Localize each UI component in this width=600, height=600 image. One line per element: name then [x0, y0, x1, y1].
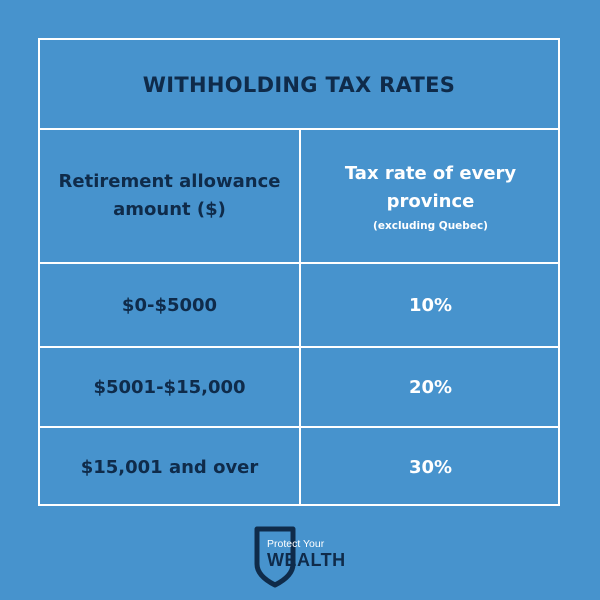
amount-cell: $0-$5000 [40, 264, 301, 346]
table-row: $0-$5000 10% [40, 264, 558, 348]
table-title-row: WITHHOLDING TAX RATES [40, 40, 558, 130]
header-amount-cell: Retirement allowance amount ($) [40, 130, 301, 262]
rate-cell: 20% [301, 348, 560, 426]
table-title-cell: WITHHOLDING TAX RATES [40, 40, 558, 128]
logo-line-2: WEALTH [267, 550, 346, 570]
header-rate-label: Tax rate of every province [344, 163, 517, 212]
header-rate-cell: Tax rate of every province (excluding Qu… [301, 130, 560, 262]
table-row: $15,001 and over 30% [40, 428, 558, 506]
amount-value: $0-$5000 [121, 294, 218, 316]
table-title: WITHHOLDING TAX RATES [142, 73, 456, 97]
rate-cell: 10% [301, 264, 560, 346]
shield-icon [254, 526, 296, 588]
rate-value: 20% [408, 376, 453, 398]
table-row: $5001-$15,000 20% [40, 348, 558, 428]
amount-cell: $15,001 and over [40, 428, 301, 506]
amount-cell: $5001-$15,000 [40, 348, 301, 426]
header-rate-note: (excluding Quebec) [373, 220, 488, 232]
rate-value: 30% [408, 456, 453, 478]
header-amount-label: Retirement allowance amount ($) [58, 171, 281, 220]
protect-your-wealth-logo: Protect Your WEALTH [254, 526, 354, 590]
rate-value: 10% [408, 294, 453, 316]
amount-value: $5001-$15,000 [93, 376, 246, 398]
rate-cell: 30% [301, 428, 560, 506]
logo-line-1: Protect Your [267, 538, 325, 550]
table-header-row: Retirement allowance amount ($) Tax rate… [40, 130, 558, 264]
tax-rate-table: WITHHOLDING TAX RATES Retirement allowan… [38, 38, 560, 506]
amount-value: $15,001 and over [80, 456, 259, 478]
